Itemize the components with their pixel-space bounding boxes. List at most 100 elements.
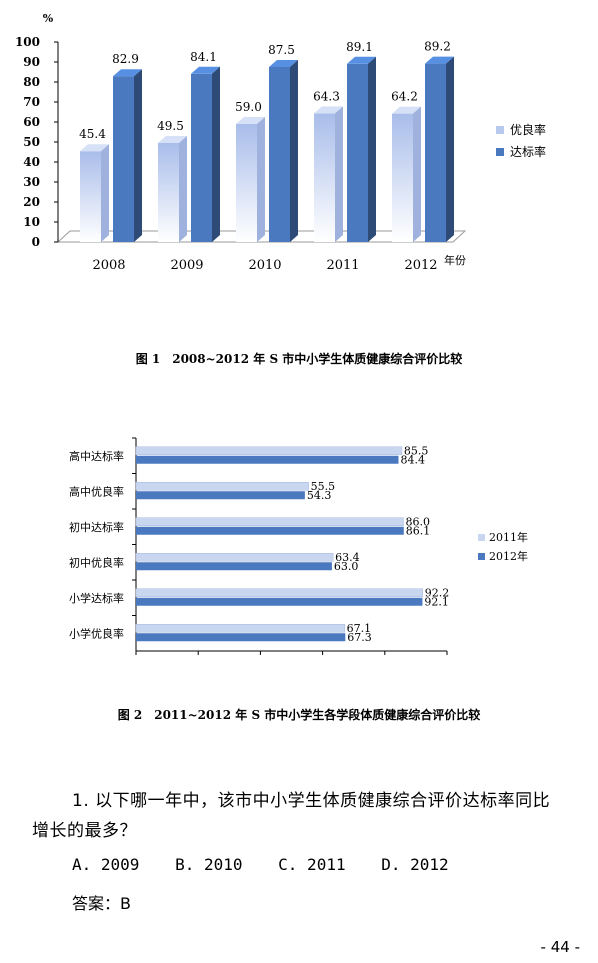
chart-1-x-tick-label: 2009: [170, 258, 203, 273]
chart-2-data-label: 85.5: [404, 444, 429, 457]
chart-2-bar-2011: [135, 446, 403, 455]
chart-1-bar-side: [413, 106, 421, 242]
chart-2-data-label: 92.1: [424, 595, 449, 608]
chart-2-legend-label: 2011年: [489, 530, 528, 544]
chart-1-x-tick-label: 2012: [404, 258, 437, 273]
chart-1-x-tick-label: 2011: [326, 258, 359, 273]
chart-1-y-tick-label: 90: [23, 55, 40, 69]
chart-1-data-label: 49.5: [157, 119, 184, 133]
chart-2-data-label: 86.1: [406, 524, 431, 537]
chart-1-bar-top: [191, 66, 220, 74]
chart-1-bar-side: [335, 106, 343, 243]
chart-1-legend-label: 达标率: [510, 144, 546, 159]
chart-1-bar-top: [392, 106, 421, 114]
chart-2-data-label: 92.2: [425, 586, 450, 599]
chart-1-bar-excellent-front: [314, 113, 335, 243]
chart-1-y-tick-label: 20: [23, 195, 40, 209]
option-b: B. 2010: [175, 855, 243, 874]
chart-1-data-label: 89.2: [424, 40, 451, 54]
chart-2-bar-2012: [136, 633, 346, 642]
chart-1-bar-top: [80, 144, 109, 152]
chart-1-y-tick-label: 60: [23, 115, 40, 129]
chart-1-bar-pass-front: [425, 63, 446, 242]
chart-1-bar-side: [290, 60, 298, 242]
chart-1-bar-top: [236, 117, 265, 124]
chart-2-category-label: 小学优良率: [69, 626, 124, 640]
chart-1-bar-top: [425, 56, 454, 64]
chart-2-bar-2012: [136, 491, 305, 500]
chart-1-bar-top: [314, 106, 343, 114]
chart-1-data-label: 64.3: [313, 89, 340, 103]
chart-2-legend-label: 2012年: [489, 549, 528, 563]
chart-2-data-label: 67.1: [347, 622, 372, 635]
chart-2-data-label: 86.0: [405, 515, 430, 528]
chart-1-bar-pass-front: [191, 73, 212, 242]
figure-1-caption: 图 1 2008~2012 年 S 市中小学生体质健康综合评价比较: [135, 352, 463, 366]
chart-2-bar-2011: [135, 482, 309, 491]
chart-1-bar-pass-front: [269, 67, 290, 242]
chart-1-x-tick-label: 2010: [248, 258, 281, 273]
chart-1-bar-excellent-front: [236, 124, 257, 242]
page-number: - 44 -: [540, 938, 580, 956]
chart-1-legend-swatch: [496, 148, 504, 156]
chart-2-bar-2012: [136, 455, 399, 464]
chart-2-bar-2011: [135, 588, 423, 597]
chart-1-data-label: 59.0: [235, 100, 262, 114]
question-text-line2: 增长的最多？: [32, 821, 137, 841]
chart-1-y-tick-label: 50: [23, 135, 40, 149]
answer-text: 答案：B: [72, 894, 131, 913]
chart-2-data-label: 84.4: [400, 453, 425, 466]
chart-2-data-label: 63.4: [335, 551, 360, 564]
chart-2-data-label: 55.5: [311, 480, 336, 493]
chart-1-unit-label: %: [43, 12, 54, 25]
chart-1-bar-side: [134, 69, 142, 242]
chart-2-stage-comparison: 020406080100%高中达标率85.584.4高中优良率55.554.3初…: [69, 437, 528, 655]
chart-1-bar-top: [269, 60, 298, 67]
chart-1-data-label: 64.2: [391, 90, 418, 104]
chart-2-legend-swatch: [478, 553, 485, 560]
chart-1-bar-excellent-front: [392, 113, 413, 242]
chart-1-y-tick-label: 0: [32, 235, 40, 249]
chart-1-yearly-comparison: 0 10 20 30 40 50 60 70 80 90 100% 年份 2008 45.4 82.9 200…: [15, 12, 546, 273]
chart-1-bar-pass-front: [113, 76, 134, 242]
chart-1-x-axis-label: 年份: [444, 253, 466, 267]
chart-1-y-tick-label: 40: [23, 155, 40, 169]
chart-1-bar-side: [179, 136, 187, 242]
chart-1-bar-top: [158, 136, 187, 143]
chart-1-bar-side: [446, 56, 454, 242]
option-d: D. 2012: [381, 855, 449, 874]
question-block: 1. 以下哪一年中，该市中小学生体质健康综合评价达标率同比 增长的最多？: [32, 786, 592, 846]
chart-2-bar-2011: [135, 517, 404, 526]
chart-2-bar-2011: [135, 624, 345, 633]
option-c: C. 2011: [278, 855, 346, 874]
chart-2-category-label: 初中达标率: [69, 520, 124, 534]
chart-1-x-tick-label: 2008: [92, 258, 125, 273]
chart-1-bar-side: [212, 66, 220, 242]
question-text-line1: 1. 以下哪一年中，该市中小学生体质健康综合评价达标率同比: [72, 791, 551, 811]
chart-2-bar-2012: [136, 597, 423, 606]
chart-1-data-label: 82.9: [112, 52, 139, 66]
chart-1-bar-top: [347, 56, 376, 64]
chart-1-legend-swatch: [496, 126, 504, 134]
option-a: A. 2009: [72, 855, 140, 874]
chart-1-bar-pass-front: [347, 63, 368, 242]
chart-1-legend-label: 优良率: [510, 122, 546, 137]
chart-1-data-label: 89.1: [346, 40, 373, 54]
chart-2-bar-2012: [136, 526, 404, 535]
chart-1-data-label: 45.4: [79, 127, 106, 141]
chart-2-category-label: 高中优良率: [69, 484, 124, 498]
chart-1-bar-excellent-front: [158, 143, 179, 242]
figure-2-caption: 图 2 2011~2012 年 S 市中小学生各学段体质健康综合评价比较: [117, 708, 481, 722]
chart-1-bar-side: [257, 117, 265, 242]
chart-1-bar-side: [368, 56, 376, 242]
chart-1-y-tick-label: 70: [23, 95, 40, 109]
chart-1-y-tick-label: 100: [15, 35, 40, 49]
chart-1-bar-side: [101, 144, 109, 242]
chart-2-data-label: 54.3: [307, 489, 332, 502]
chart-1-data-label: 87.5: [268, 43, 295, 57]
chart-2-data-label: 63.0: [334, 560, 359, 573]
chart-2-bar-2011: [135, 553, 334, 562]
chart-2-category-label: 高中达标率: [69, 449, 124, 463]
chart-1-bar-excellent-front: [80, 151, 101, 242]
chart-2-category-label: 小学达标率: [69, 591, 124, 605]
